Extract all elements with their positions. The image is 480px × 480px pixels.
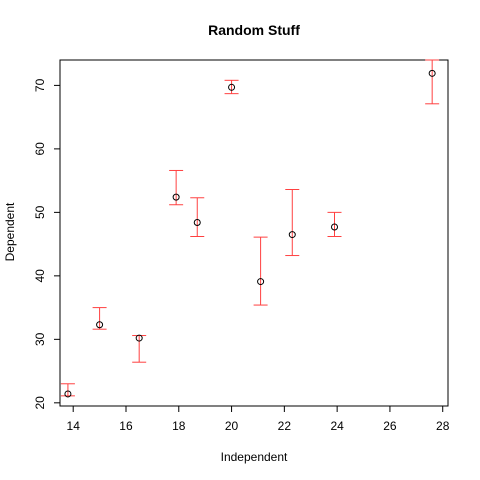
x-axis: 14 16 18 20 22 24 26 28 (67, 406, 450, 433)
x-axis-label: Independent (221, 450, 288, 464)
data-points (64, 69, 436, 398)
data-point (288, 231, 296, 239)
x-tick-label: 22 (278, 419, 292, 433)
y-axis: 20 30 40 50 60 70 (33, 78, 60, 410)
error-bars (60, 59, 440, 397)
y-tick-label: 40 (33, 269, 47, 283)
y-tick-label: 30 (33, 332, 47, 346)
error-bar (92, 307, 107, 330)
error-bar (60, 383, 75, 397)
plot-frame (59, 59, 449, 407)
x-tick-label: 24 (330, 419, 344, 433)
x-tick-label: 28 (436, 419, 450, 433)
y-tick-label: 20 (33, 396, 47, 410)
x-tick-label: 20 (225, 419, 239, 433)
x-tick-label: 16 (119, 419, 133, 433)
error-bar (169, 169, 184, 206)
y-axis-label: Dependent (3, 202, 17, 261)
data-point (96, 321, 104, 329)
error-bar (132, 335, 147, 363)
y-tick-label: 70 (33, 78, 47, 92)
data-point (257, 278, 265, 286)
data-point (331, 223, 339, 231)
data-point (135, 334, 143, 342)
x-tick-label: 14 (67, 419, 81, 433)
error-bar (285, 189, 300, 257)
data-point (193, 219, 201, 227)
error-bar (253, 236, 268, 306)
data-point (428, 69, 436, 77)
error-bar (224, 79, 239, 95)
y-tick-label: 60 (33, 142, 47, 156)
y-tick-label: 50 (33, 205, 47, 219)
x-tick-label: 26 (383, 419, 397, 433)
data-point (228, 83, 236, 91)
data-point (172, 193, 180, 201)
error-bar (190, 197, 205, 237)
data-point (64, 390, 72, 398)
error-bar (425, 59, 440, 105)
chart-title: Random Stuff (208, 22, 300, 38)
x-tick-label: 18 (172, 419, 186, 433)
